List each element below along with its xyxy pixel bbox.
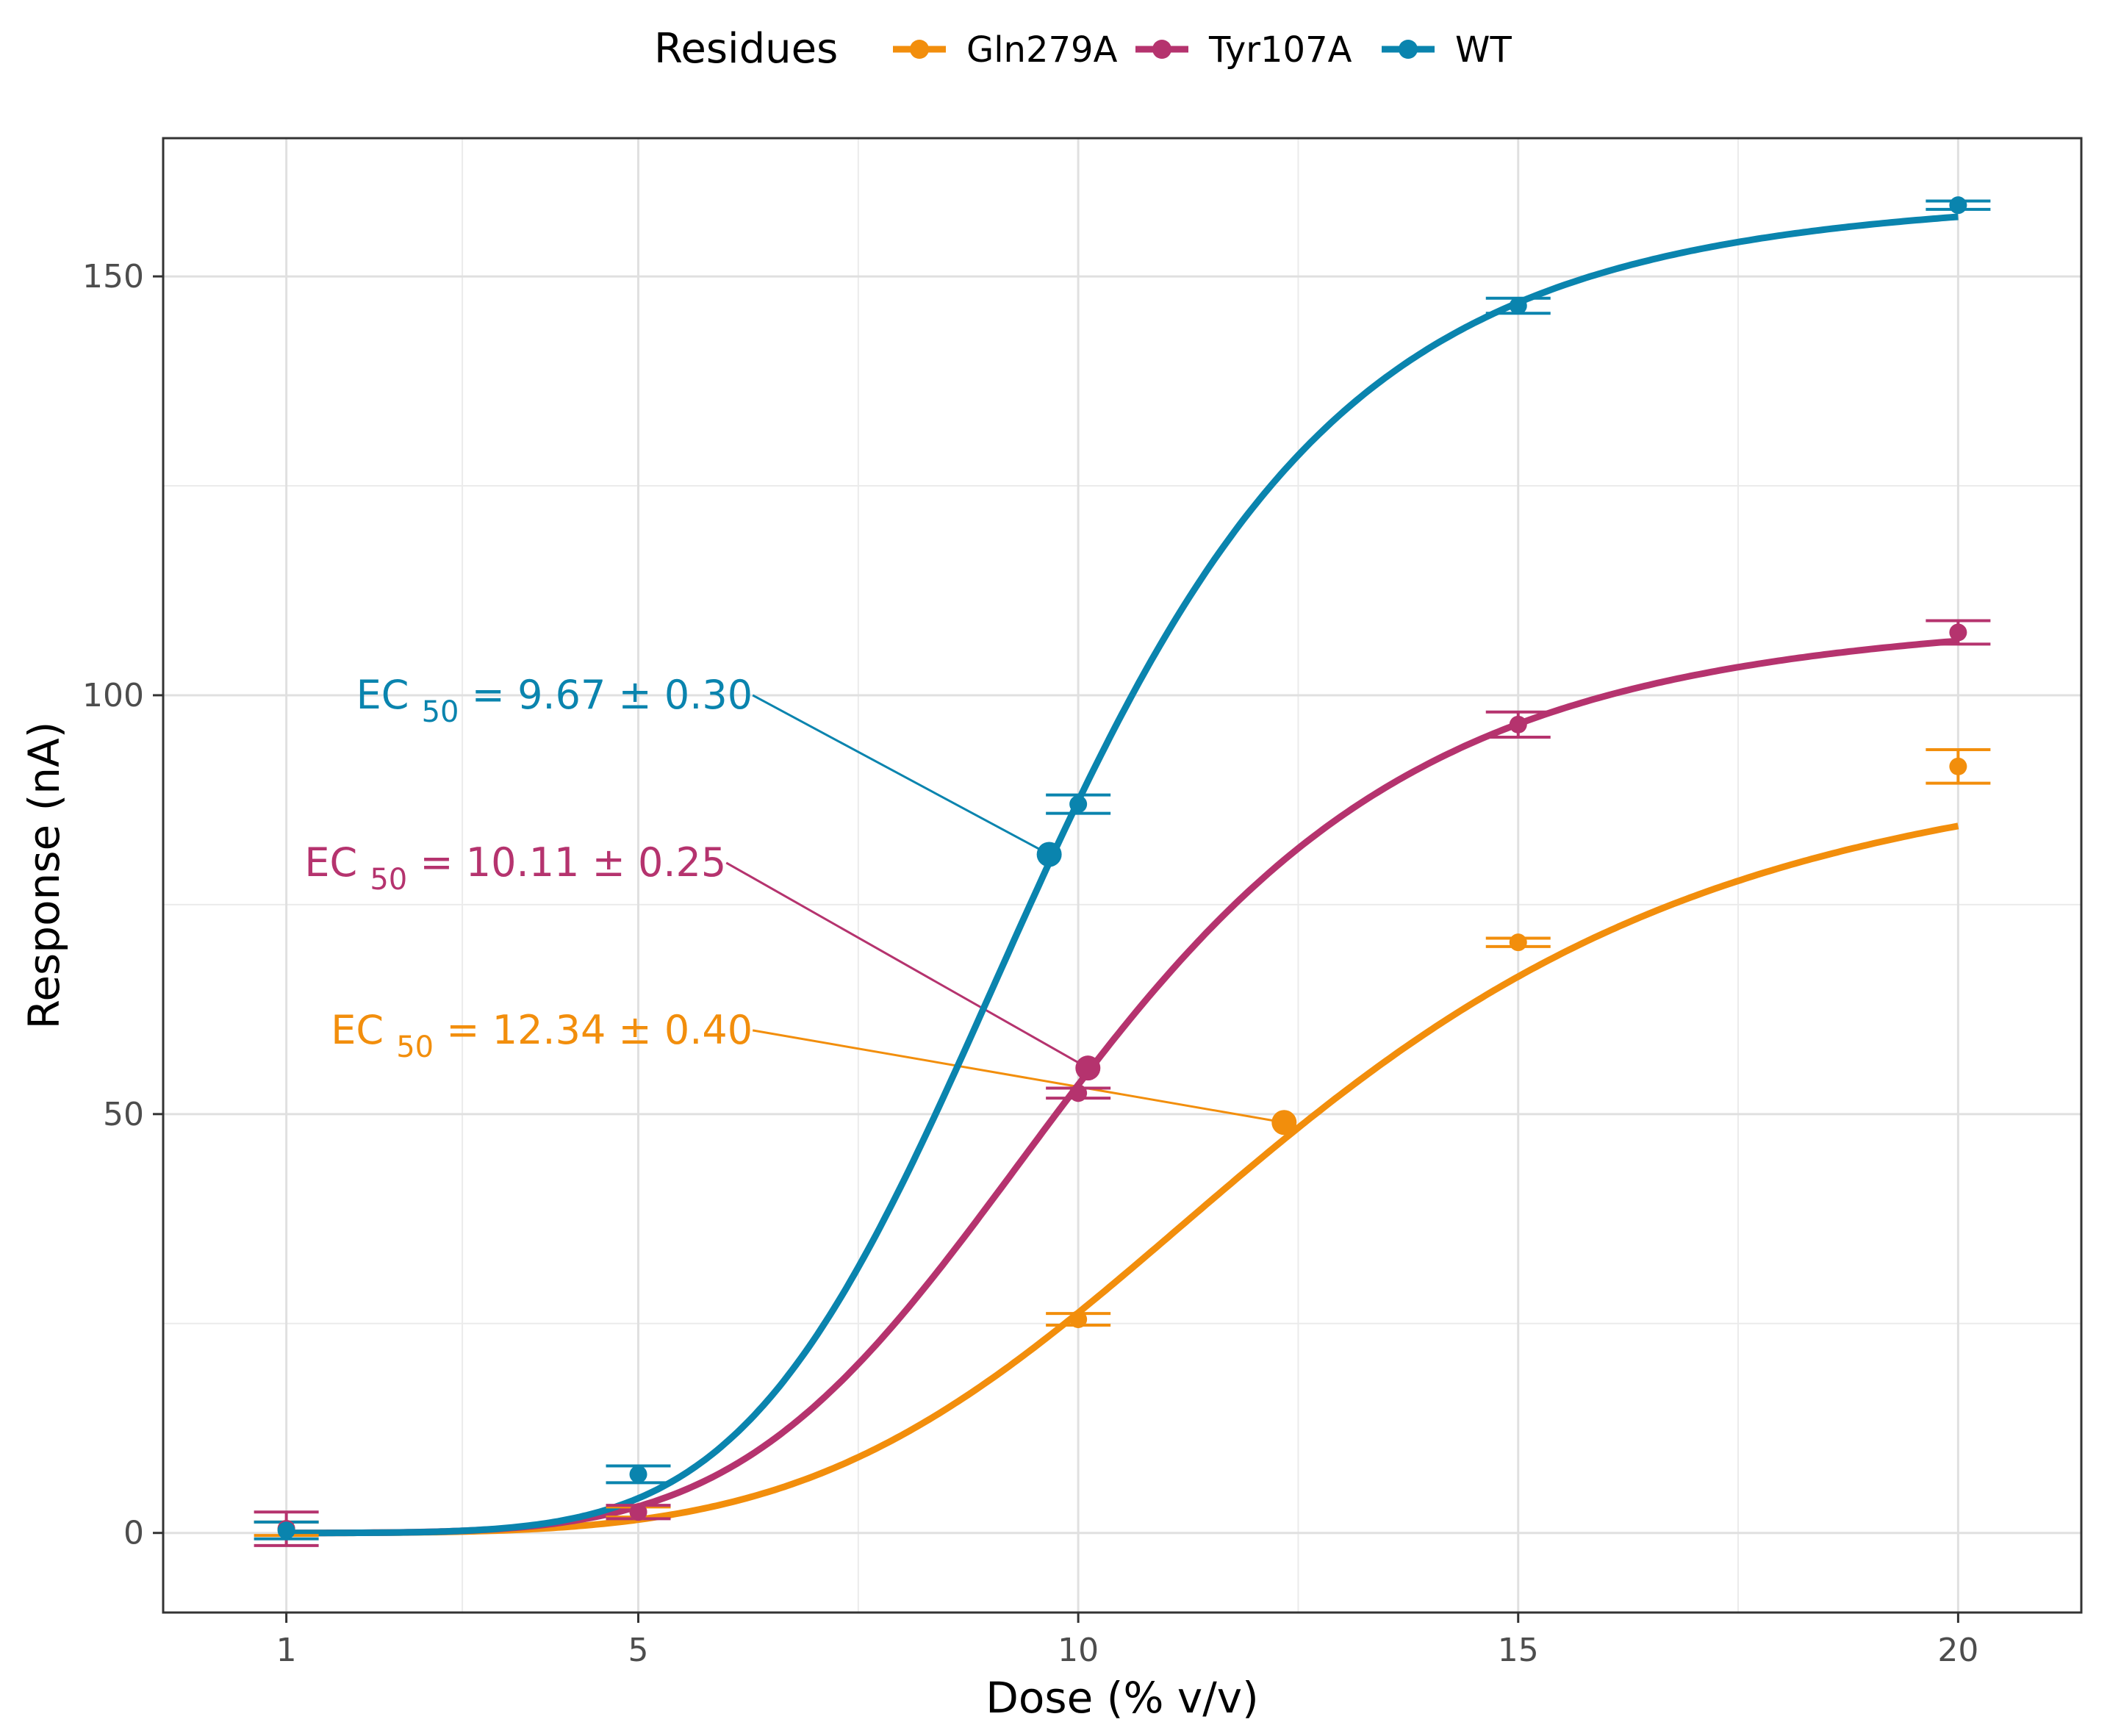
ec50-pm: ± 0.40: [618, 1007, 753, 1053]
data-point: [277, 1521, 295, 1540]
annotation-connector: [752, 694, 1050, 856]
data-point: [629, 1465, 647, 1483]
y-tick-label: 0: [123, 1515, 144, 1552]
data-point: [1069, 1310, 1088, 1329]
data-point: [1069, 795, 1088, 814]
y-axis-ticks: 0 50 100 150: [82, 258, 163, 1552]
ec50-pm: ± 0.30: [618, 672, 753, 718]
data-point: [1949, 757, 1967, 775]
legend-key-point: [1152, 40, 1171, 59]
data-points: [277, 196, 1967, 1540]
data-point: [1509, 933, 1527, 952]
legend-key-point: [910, 40, 929, 59]
plot-border: [162, 137, 2083, 1614]
ec50-pm: ± 0.25: [592, 839, 727, 886]
legend-entry-label: Gln279A: [966, 29, 1118, 71]
ec50-prefix: EC: [356, 672, 422, 718]
data-point: [1949, 623, 1967, 642]
data-point: [1509, 296, 1527, 315]
x-tick-label: 1: [276, 1632, 297, 1669]
ec50-point: [1075, 1055, 1101, 1081]
y-axis-label: Response (nA): [19, 722, 69, 1030]
ec50-value: = 12.34: [434, 1007, 618, 1053]
ec50-value: = 10.11: [407, 839, 592, 886]
x-tick-label: 15: [1498, 1632, 1539, 1669]
x-axis-ticks: 1 5 10 15 20: [276, 1613, 1978, 1669]
data-point: [629, 1503, 647, 1521]
ec50-point: [1271, 1110, 1297, 1136]
ec50-subscript: 50: [370, 863, 407, 897]
ec50-annotation: EC 50 = 9.67 ± 0.30: [356, 672, 753, 729]
ec50-subscript: 50: [422, 695, 459, 729]
data-point: [1509, 715, 1527, 734]
fitted-curves: [286, 213, 1959, 1537]
ec50-subscript: 50: [396, 1030, 434, 1064]
legend-key-point: [1399, 40, 1418, 59]
x-axis-label: Dose (% v/v): [986, 1673, 1258, 1723]
curve-gln279a: [286, 822, 1959, 1537]
ec50-prefix: EC: [331, 1007, 396, 1053]
legend-entry-label: WT: [1455, 29, 1512, 71]
data-point: [1949, 196, 1967, 215]
legend-title: Residues: [654, 25, 838, 73]
annotation-connector: [725, 861, 1089, 1069]
ec50-value: = 9.67: [459, 672, 619, 718]
ec50-annotation: EC 50 = 12.34 ± 0.40: [331, 1007, 753, 1064]
annotation-connector: [752, 1029, 1285, 1124]
legend: Residues Gln279A Tyr107A WT: [654, 25, 1512, 73]
annotation-connectors: [725, 694, 1285, 1124]
x-tick-label: 5: [628, 1632, 649, 1669]
y-tick-label: 50: [103, 1096, 144, 1133]
ec50-annotation: EC 50 = 10.11 ± 0.25: [304, 839, 726, 897]
x-tick-label: 20: [1937, 1632, 1978, 1669]
ec50-prefix: EC: [304, 839, 370, 886]
x-tick-label: 10: [1058, 1632, 1099, 1669]
data-point: [1069, 1084, 1088, 1102]
legend-entry-label: Tyr107A: [1208, 29, 1352, 71]
y-tick-label: 150: [82, 258, 144, 295]
y-tick-label: 100: [82, 677, 144, 714]
ec50-point: [1036, 842, 1062, 867]
curve-wt: [286, 213, 1959, 1537]
